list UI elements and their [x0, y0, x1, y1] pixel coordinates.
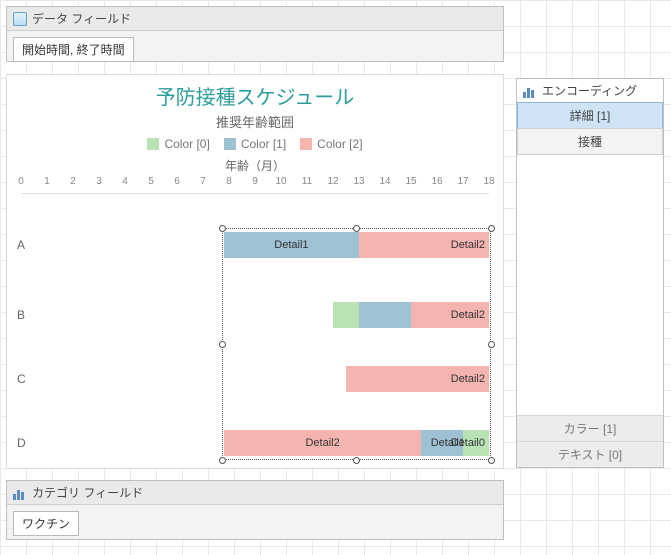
gantt-bar[interactable]: Detail2 — [224, 430, 422, 456]
bars-icon — [523, 84, 537, 98]
legend-label: Color [1] — [241, 137, 286, 151]
encoding-row[interactable]: 詳細 [1] — [517, 102, 663, 129]
encoding-bottom-row[interactable]: テキスト [0] — [517, 441, 663, 467]
selection-handle[interactable] — [219, 457, 226, 464]
bars-icon — [13, 486, 27, 500]
legend-item: Color [0] — [147, 137, 209, 151]
gantt-bar[interactable]: Detail0 — [463, 430, 489, 456]
x-tick: 1 — [44, 176, 50, 187]
selection-handle[interactable] — [488, 341, 495, 348]
x-tick: 13 — [353, 176, 364, 187]
x-tick: 11 — [302, 176, 312, 187]
data-fields-panel: データ フィールド 開始時間, 終了時間 — [6, 6, 504, 62]
bar-label: Detail1 — [274, 239, 308, 251]
legend-label: Color [0] — [164, 137, 209, 151]
gantt-bar[interactable] — [333, 302, 359, 328]
selection-handle[interactable] — [353, 225, 360, 232]
y-category-label: C — [17, 372, 26, 386]
y-category-label: B — [17, 308, 25, 322]
encoding-panel: エンコーディング 詳細 [1]接種 カラー [1]テキスト [0] — [516, 78, 664, 468]
bar-label: Detail2 — [451, 239, 485, 251]
x-tick: 8 — [226, 176, 232, 187]
gantt-bar[interactable]: Detail2 — [346, 366, 489, 392]
x-tick: 6 — [174, 176, 180, 187]
category-fields-chip[interactable]: ワクチン — [13, 511, 79, 536]
x-axis-title: 年齢（月） — [7, 157, 503, 174]
x-tick: 7 — [200, 176, 206, 187]
bar-label: Detail0 — [451, 437, 485, 449]
encoding-title: エンコーディング — [542, 82, 637, 99]
x-tick: 4 — [122, 176, 128, 187]
legend-label: Color [2] — [317, 137, 362, 151]
y-category-label: A — [17, 238, 25, 252]
x-tick: 5 — [148, 176, 154, 187]
plot-area[interactable]: ABCDDetail1Detail2Detail2Detail2Detail2D… — [21, 194, 489, 444]
x-axis: 0123456789101112131415161718 — [21, 176, 489, 194]
x-tick: 12 — [327, 176, 338, 187]
encoding-header: エンコーディング — [517, 79, 663, 103]
bar-label: Detail2 — [305, 437, 339, 449]
category-fields-panel: カテゴリ フィールド ワクチン — [6, 480, 504, 540]
y-category-label: D — [17, 436, 26, 450]
x-tick: 2 — [70, 176, 76, 187]
x-tick: 0 — [18, 176, 24, 187]
bar-label: Detail2 — [451, 309, 485, 321]
gantt-bar[interactable]: Detail2 — [359, 232, 489, 258]
chart-title: 予防接種スケジュール — [7, 81, 503, 110]
chart-subtitle: 推奨年齢範囲 — [7, 112, 503, 131]
x-tick: 3 — [96, 176, 102, 187]
chart-legend: Color [0] Color [1] Color [2] — [7, 137, 503, 151]
gantt-bar[interactable]: Detail1 — [224, 232, 359, 258]
data-fields-title: データ フィールド — [32, 10, 131, 27]
bar-label: Detail2 — [451, 373, 485, 385]
x-tick: 17 — [457, 176, 468, 187]
x-tick: 10 — [275, 176, 286, 187]
selection-handle[interactable] — [219, 341, 226, 348]
encoding-row[interactable]: 接種 — [517, 128, 663, 155]
legend-swatch — [300, 138, 312, 150]
legend-swatch — [224, 138, 236, 150]
selection-handle[interactable] — [219, 225, 226, 232]
chart-area[interactable]: 予防接種スケジュール 推奨年齢範囲 Color [0]Color [1]Colo… — [6, 74, 504, 469]
data-fields-chip[interactable]: 開始時間, 終了時間 — [13, 37, 134, 62]
x-tick: 15 — [405, 176, 416, 187]
gantt-bar[interactable]: Detail2 — [411, 302, 489, 328]
selection-rectangle[interactable] — [222, 228, 491, 460]
legend-item: Color [1] — [224, 137, 286, 151]
gantt-bar[interactable] — [359, 302, 411, 328]
x-tick: 14 — [379, 176, 390, 187]
x-tick: 18 — [483, 176, 494, 187]
category-fields-title: カテゴリ フィールド — [32, 484, 143, 501]
legend-swatch — [147, 138, 159, 150]
field-icon — [13, 12, 27, 26]
category-fields-header: カテゴリ フィールド — [7, 481, 503, 505]
encoding-bottom-row[interactable]: カラー [1] — [517, 415, 663, 441]
selection-handle[interactable] — [488, 457, 495, 464]
legend-item: Color [2] — [300, 137, 362, 151]
selection-handle[interactable] — [488, 225, 495, 232]
x-tick: 9 — [252, 176, 258, 187]
data-fields-header: データ フィールド — [7, 7, 503, 31]
x-tick: 16 — [431, 176, 442, 187]
selection-handle[interactable] — [353, 457, 360, 464]
